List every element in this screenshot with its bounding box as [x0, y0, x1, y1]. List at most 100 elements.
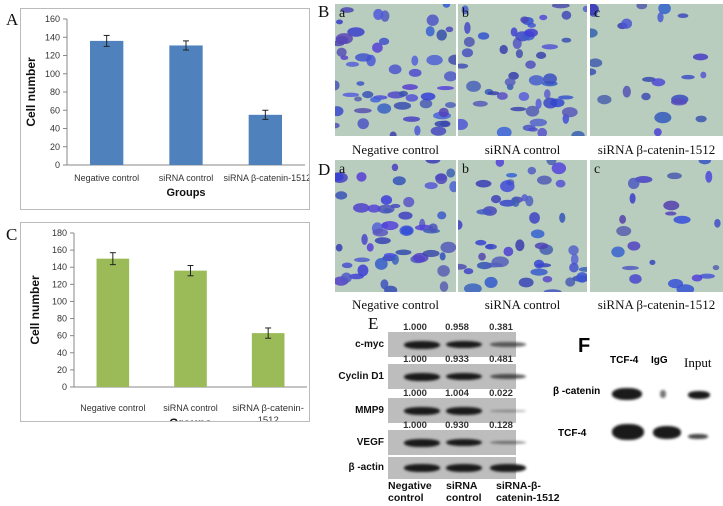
cell	[561, 107, 578, 118]
cell	[458, 63, 469, 69]
y-tick-label: 120	[45, 51, 60, 61]
cell	[621, 18, 633, 29]
blot-label: Cyclin D1	[338, 370, 384, 382]
cell	[597, 94, 612, 105]
cell	[681, 74, 695, 80]
cell	[550, 98, 565, 108]
cell	[366, 243, 374, 252]
cell	[383, 208, 392, 213]
cell	[422, 249, 440, 258]
cell	[546, 160, 557, 166]
cell	[367, 204, 381, 213]
cell	[414, 125, 421, 136]
x-axis-title: Groups	[169, 416, 212, 421]
cell	[504, 77, 516, 87]
blot-label: MMP9	[355, 404, 384, 416]
cell	[335, 172, 344, 182]
cell	[544, 89, 551, 99]
cell	[463, 268, 474, 275]
cell	[458, 118, 468, 131]
blot-strip	[388, 457, 526, 479]
cell	[390, 203, 401, 209]
cell	[565, 277, 576, 287]
micrograph-a: a	[335, 4, 456, 136]
cell	[491, 256, 509, 268]
cell	[425, 160, 441, 164]
cell	[398, 211, 413, 220]
cell	[335, 106, 344, 117]
bar	[174, 270, 207, 387]
cell	[627, 177, 640, 189]
y-tick-label: 80	[57, 314, 67, 324]
coip-lane-label: IgG	[651, 355, 668, 366]
cell	[649, 259, 656, 266]
cell	[335, 191, 348, 200]
cell	[461, 5, 469, 15]
cell	[712, 264, 720, 271]
chart-a-frame: 0 20 40 60 80 100 120 140 160 Negative control siR…	[20, 8, 311, 210]
x-axis-title: Groups	[166, 187, 205, 199]
cell	[496, 92, 508, 100]
cell	[496, 126, 512, 136]
cell	[590, 28, 598, 38]
cell	[657, 12, 664, 23]
densitometry-value: 0.933	[445, 354, 469, 365]
densitometry-value: 0.958	[445, 322, 469, 333]
cell	[529, 118, 548, 127]
micrograph-caption: siRNA β-catenin-1512	[597, 297, 716, 312]
blot-label: β -actin	[348, 462, 384, 473]
cell	[536, 51, 547, 59]
cell	[380, 195, 393, 205]
y-tick-label: 20	[50, 142, 60, 152]
cell	[539, 14, 548, 21]
micrograph-caption: siRNA control	[484, 142, 561, 157]
y-tick-label: 100	[52, 296, 67, 306]
cell	[477, 32, 490, 40]
cell	[518, 277, 534, 288]
cell	[381, 220, 399, 231]
cell	[561, 10, 572, 20]
cell	[542, 275, 553, 283]
cell	[353, 107, 372, 114]
cell	[405, 94, 419, 102]
panel-label-f: F	[578, 335, 591, 357]
cell	[641, 92, 651, 101]
cell	[537, 127, 548, 136]
cell	[436, 85, 455, 91]
micrograph-tag: b	[462, 6, 469, 21]
cell	[373, 8, 384, 20]
densitometry-value: 1.000	[403, 420, 427, 431]
bar	[248, 114, 282, 165]
cell	[536, 175, 552, 185]
cell	[402, 84, 418, 91]
cell	[434, 120, 450, 127]
blot-band	[490, 464, 526, 472]
cell	[347, 27, 365, 37]
cell	[424, 182, 438, 190]
x-tick-label: Negative control	[74, 173, 139, 183]
cell	[654, 111, 672, 124]
cell	[393, 101, 412, 110]
blot-band	[404, 340, 440, 349]
cell	[448, 54, 456, 65]
blot-strip	[388, 364, 526, 389]
chart-c-frame: 0 20 40 60 80 100 120 140 160 180 Negative control…	[20, 222, 310, 430]
cell	[356, 81, 365, 86]
blot-band	[490, 440, 526, 445]
y-tick-label: 120	[52, 279, 67, 289]
y-axis-title: Cell number	[28, 275, 42, 345]
y-tick-label: 60	[50, 105, 60, 115]
lane-label-2: siRNA control	[446, 480, 482, 504]
micrograph-caption: siRNA β-catenin-1512	[597, 142, 716, 157]
cell	[520, 16, 529, 24]
y-tick-label: 140	[45, 32, 60, 42]
y-tick-label: 40	[57, 348, 67, 358]
cell	[426, 54, 443, 66]
cell	[356, 172, 367, 182]
cell	[511, 196, 520, 208]
micrograph-c: c	[590, 4, 723, 136]
cell	[380, 279, 389, 290]
y-tick-label: 160	[52, 245, 67, 255]
micrograph-tag: c	[594, 162, 601, 177]
cell	[472, 100, 488, 107]
